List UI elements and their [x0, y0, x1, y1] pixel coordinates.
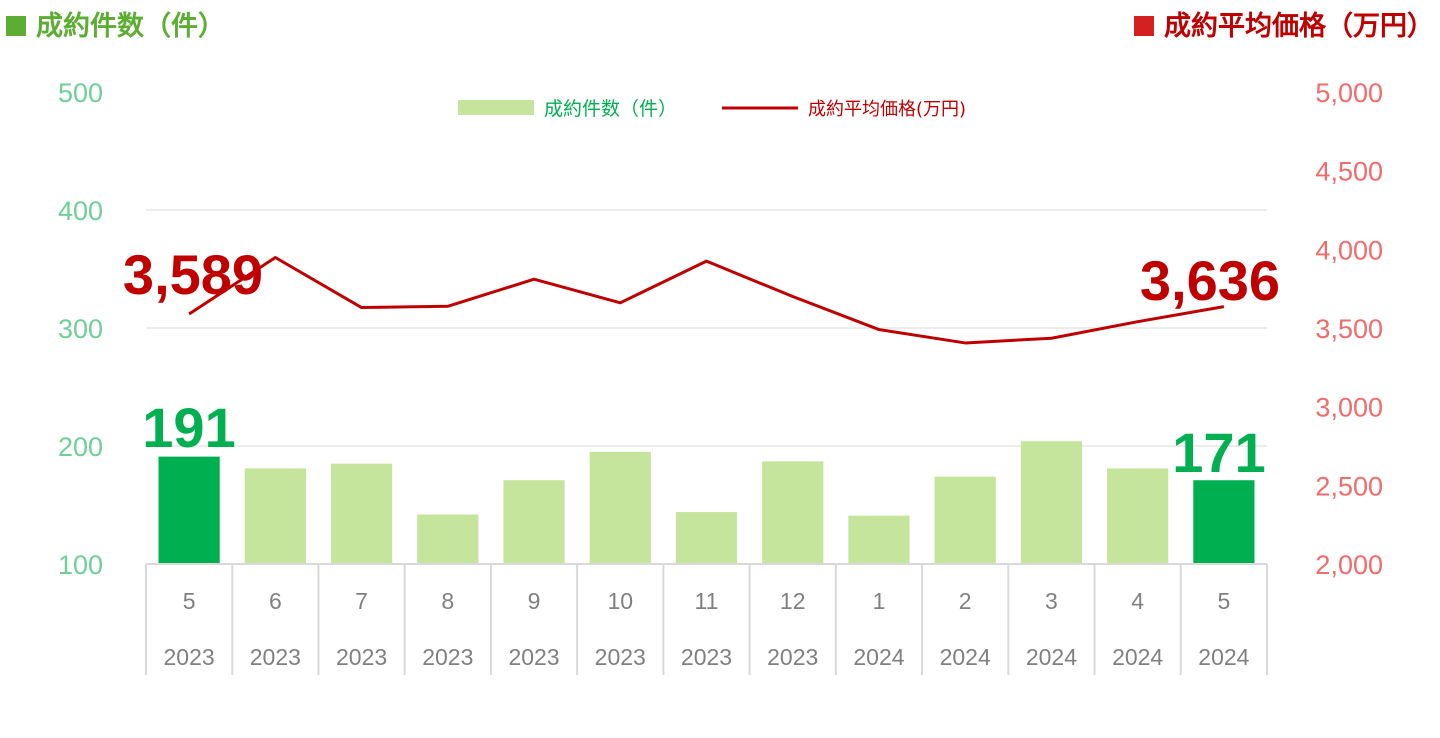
bar-9 [934, 476, 996, 564]
bar-11 [1107, 468, 1169, 564]
x-tick-month: 5 [1217, 588, 1230, 614]
legend-bar-label: 成約件数（件） [544, 98, 677, 120]
x-tick-year: 2023 [681, 644, 732, 670]
x-tick-month: 11 [695, 588, 719, 614]
bar-0 [158, 456, 220, 564]
line-series [188, 256, 1225, 345]
bar-series [158, 441, 1255, 564]
x-tick-year: 2024 [853, 644, 904, 670]
left-y-axis: 100 200 300 400 500 [58, 78, 103, 580]
bar-10 [1020, 441, 1083, 564]
bar-6 [675, 512, 738, 564]
right-y-tick: 3,000 [1315, 393, 1383, 423]
x-tick-year: 2023 [164, 644, 215, 670]
right-y-tick: 3,500 [1315, 314, 1383, 344]
right-y-tick: 4,500 [1315, 157, 1383, 187]
x-tick-month: 1 [873, 588, 886, 614]
x-tick-year: 2024 [940, 644, 991, 670]
left-y-tick: 300 [58, 314, 103, 344]
x-tick-year: 2024 [1112, 644, 1163, 670]
x-tick-year: 2024 [1026, 644, 1077, 670]
bar-12 [1193, 480, 1255, 564]
x-tick-month: 6 [269, 588, 282, 614]
legend-line-label: 成約平均価格(万円) [808, 99, 966, 120]
right-title-text: 成約平均価格（万円） [1164, 11, 1434, 42]
callouts: 3,589 3,636 191 171 [123, 243, 1280, 484]
x-tick-month: 4 [1131, 588, 1144, 614]
x-tick-month: 7 [355, 588, 368, 614]
bar-7 [762, 461, 824, 564]
right-y-tick: 4,000 [1315, 235, 1383, 265]
x-tick-year: 2023 [767, 644, 818, 670]
callout-bar-first: 191 [142, 396, 235, 459]
x-tick-year: 2024 [1198, 644, 1249, 670]
bar-8 [848, 515, 910, 564]
x-tick-year: 2023 [508, 644, 559, 670]
x-tick-month: 8 [441, 588, 454, 614]
legend: 成約件数（件） 成約平均価格(万円) [458, 98, 966, 120]
bar-1 [244, 468, 306, 564]
x-tick-year: 2023 [595, 644, 646, 670]
right-axis-title: 成約平均価格（万円） [1134, 4, 1434, 43]
left-y-tick: 200 [58, 432, 103, 462]
right-y-tick: 2,500 [1315, 471, 1383, 501]
right-title-square-icon [1134, 16, 1154, 36]
x-tick-month: 3 [1045, 588, 1058, 614]
x-axis: 5202362023720238202392023102023112023122… [145, 563, 1268, 675]
x-tick-year: 2023 [336, 644, 387, 670]
x-tick-month: 2 [959, 588, 972, 614]
right-y-tick: 5,000 [1315, 78, 1383, 108]
bar-4 [503, 480, 565, 564]
x-tick-year: 2023 [250, 644, 301, 670]
left-title-text: 成約件数（件） [36, 11, 225, 42]
callout-line-first: 3,589 [123, 243, 263, 306]
x-tick-month: 9 [528, 588, 541, 614]
left-title-square-icon [6, 16, 26, 36]
callout-bar-last: 171 [1172, 421, 1265, 484]
bar-3 [417, 514, 479, 564]
right-y-axis: 2,000 2,500 3,000 3,500 4,000 4,500 5,000 [1315, 78, 1383, 580]
left-y-tick: 100 [58, 550, 103, 580]
bar-2 [330, 463, 393, 564]
left-axis-title: 成約件数（件） [6, 4, 225, 43]
left-y-tick: 500 [58, 78, 103, 108]
x-tick-month: 12 [780, 588, 806, 614]
left-y-tick: 400 [58, 196, 103, 226]
callout-line-last: 3,636 [1140, 249, 1280, 312]
x-tick-month: 5 [183, 588, 196, 614]
price-line [188, 256, 1225, 345]
bar-5 [589, 451, 651, 564]
x-tick-month: 10 [607, 588, 633, 614]
legend-bar-swatch [458, 100, 534, 115]
right-y-tick: 2,000 [1315, 550, 1383, 580]
x-tick-year: 2023 [422, 644, 473, 670]
